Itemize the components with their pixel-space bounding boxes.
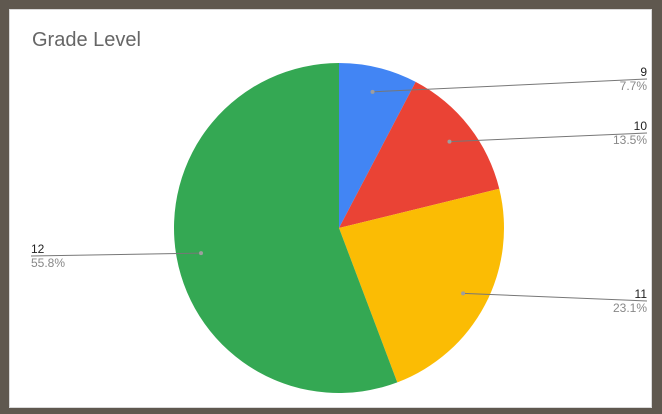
leader-line-10: [449, 132, 648, 143]
leader-dot-10: [447, 139, 452, 144]
pie-slice-11[interactable]: [339, 188, 504, 383]
leader-line-9: [372, 78, 648, 93]
slice-label-12: 12: [31, 242, 45, 256]
leader-line-11: [463, 292, 648, 302]
leader-dot-11: [461, 291, 466, 296]
slice-percent-9: 7.7%: [620, 79, 648, 93]
leader-dot-9: [370, 89, 375, 94]
leader-line-12: [30, 252, 202, 257]
slice-percent-10: 13.5%: [613, 133, 647, 147]
slice-percent-12: 55.8%: [31, 256, 65, 270]
slice-label-11: 11: [635, 287, 648, 301]
pie-slice-9[interactable]: [339, 63, 416, 228]
slice-label-9: 9: [640, 65, 647, 79]
pie-slice-10[interactable]: [339, 81, 500, 229]
pie-slices: [173, 63, 504, 393]
chart-title: Grade Level: [32, 29, 141, 51]
slice-label-10: 10: [634, 119, 648, 133]
slice-percent-11: 23.1%: [613, 301, 647, 315]
leader-dot-12: [199, 251, 204, 256]
chart-container: Grade Level 9 7.7% 10 13.5% 11 23.1% 12 55.8%: [9, 9, 652, 408]
pie-slice-12[interactable]: [173, 63, 398, 393]
